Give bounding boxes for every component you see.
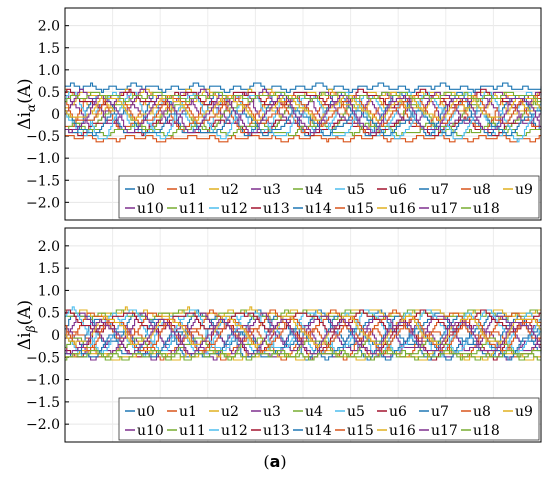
legend-box [118, 175, 540, 219]
y-axis-label: Δiβ(A) [15, 300, 38, 350]
legend-label-u4: u4 [305, 404, 323, 420]
y-tick-label: −0.5 [26, 350, 60, 366]
legend-label-u13: u13 [263, 201, 290, 217]
series-lines [65, 82, 542, 143]
legend-label-u11: u11 [179, 201, 206, 217]
y-tick-label: 1.0 [38, 63, 60, 79]
series-line-u17 [65, 94, 542, 134]
legend-label-u0: u0 [137, 182, 155, 198]
caption-open: ( [263, 452, 270, 471]
legend-label-u6: u6 [389, 404, 407, 420]
series-line-u0 [65, 82, 542, 93]
y-axis-label-unit: (A) [15, 78, 35, 104]
legend-label-u10: u10 [137, 423, 164, 439]
legend-label-u12: u12 [221, 423, 248, 439]
legend-label-u8: u8 [473, 404, 491, 420]
y-tick-label: 0.5 [38, 85, 60, 101]
legend-label-u7: u7 [431, 404, 449, 420]
legend-label-u15: u15 [347, 423, 374, 439]
legend-label-u8: u8 [473, 182, 491, 198]
series-line-u15 [65, 94, 542, 127]
series-line-u7 [65, 91, 541, 137]
legend-label-u6: u6 [389, 182, 407, 198]
caption-close: ) [280, 452, 287, 471]
series-line-u9 [65, 350, 541, 361]
plot-frame [64, 7, 542, 221]
legend: u0 u1 u2 u3 u4 u5 u6 u7 u8 u9 u10 u11 u12 u13 u14 u15 u1… [118, 175, 540, 219]
legend-box [118, 397, 540, 441]
legend-label-u5: u5 [347, 404, 365, 420]
legend-label-u1: u1 [179, 182, 197, 198]
y-tick-label: −1.5 [26, 173, 60, 189]
legend-label-u17: u17 [431, 423, 458, 439]
y-tick-label: 0 [51, 328, 60, 344]
series-line-u17 [65, 318, 542, 355]
y-tick-label: −1.5 [26, 395, 60, 411]
y-tick-label: −2.0 [26, 195, 60, 211]
legend-label-u12: u12 [221, 201, 248, 217]
legend-label-u0: u0 [137, 404, 155, 420]
legend-label-u3: u3 [263, 182, 281, 198]
legend-label-u15: u15 [347, 201, 374, 217]
legend-label-u4: u4 [305, 182, 323, 198]
legend-label-u3: u3 [263, 404, 281, 420]
legend-label-u17: u17 [431, 201, 458, 217]
legend-label-u16: u16 [389, 201, 416, 217]
caption-letter: a [269, 452, 281, 471]
series-line-u18 [65, 350, 541, 361]
y-tick-label: 0 [51, 107, 60, 123]
legend-label-u18: u18 [473, 201, 500, 217]
legend-label-u1: u1 [179, 404, 197, 420]
y-tick-label: 1.0 [38, 283, 60, 299]
y-axis-label-unit: (A) [15, 300, 35, 326]
y-axis-label-symbol: Δi [15, 111, 35, 129]
y-tick-label: 1.5 [38, 41, 60, 57]
series-lines [65, 306, 542, 361]
legend-label-u18: u18 [473, 423, 500, 439]
figure-caption: (a) [0, 452, 550, 471]
legend-label-u5: u5 [347, 182, 365, 198]
y-tick-label: 1.5 [38, 261, 60, 277]
series-line-u14 [65, 110, 541, 137]
series-line-u4 [65, 309, 542, 320]
series-line-u9 [65, 88, 541, 112]
legend-label-u14: u14 [305, 423, 332, 439]
legend-label-u10: u10 [137, 201, 164, 217]
legend-label-u14: u14 [305, 201, 332, 217]
legend-label-u13: u13 [263, 423, 290, 439]
legend-label-u16: u16 [389, 423, 416, 439]
series-line-u13 [65, 88, 541, 109]
legend-label-u9: u9 [515, 182, 533, 198]
series-line-u18 [65, 91, 541, 103]
series-line-u10 [65, 312, 542, 355]
y-tick-label: −1.0 [26, 373, 60, 389]
legend-label-u9: u9 [515, 404, 533, 420]
plot-frame [64, 227, 542, 443]
y-tick-label: 2.0 [38, 19, 60, 35]
legend-label-u11: u11 [179, 423, 206, 439]
y-axis-label: Δiα(A) [15, 78, 38, 129]
legend: u0 u1 u2 u3 u4 u5 u6 u7 u8 u9 u10 u11 u12 u13 u14 u15 u1… [118, 397, 540, 441]
y-tick-label: −2.0 [26, 417, 60, 433]
legend-label-u7: u7 [431, 182, 449, 198]
y-axis-label-sub: β [24, 325, 38, 333]
legend-label-u2: u2 [221, 182, 239, 198]
y-axis-label-symbol: Δi [15, 332, 35, 350]
y-axis-label-sub: α [24, 104, 38, 112]
y-tick-label: −0.5 [26, 129, 60, 145]
y-tick-label: 0.5 [38, 306, 60, 322]
y-tick-label: −1.0 [26, 151, 60, 167]
legend-label-u2: u2 [221, 404, 239, 420]
series-line-u13 [65, 309, 541, 333]
y-tick-label: 2.0 [38, 239, 60, 255]
